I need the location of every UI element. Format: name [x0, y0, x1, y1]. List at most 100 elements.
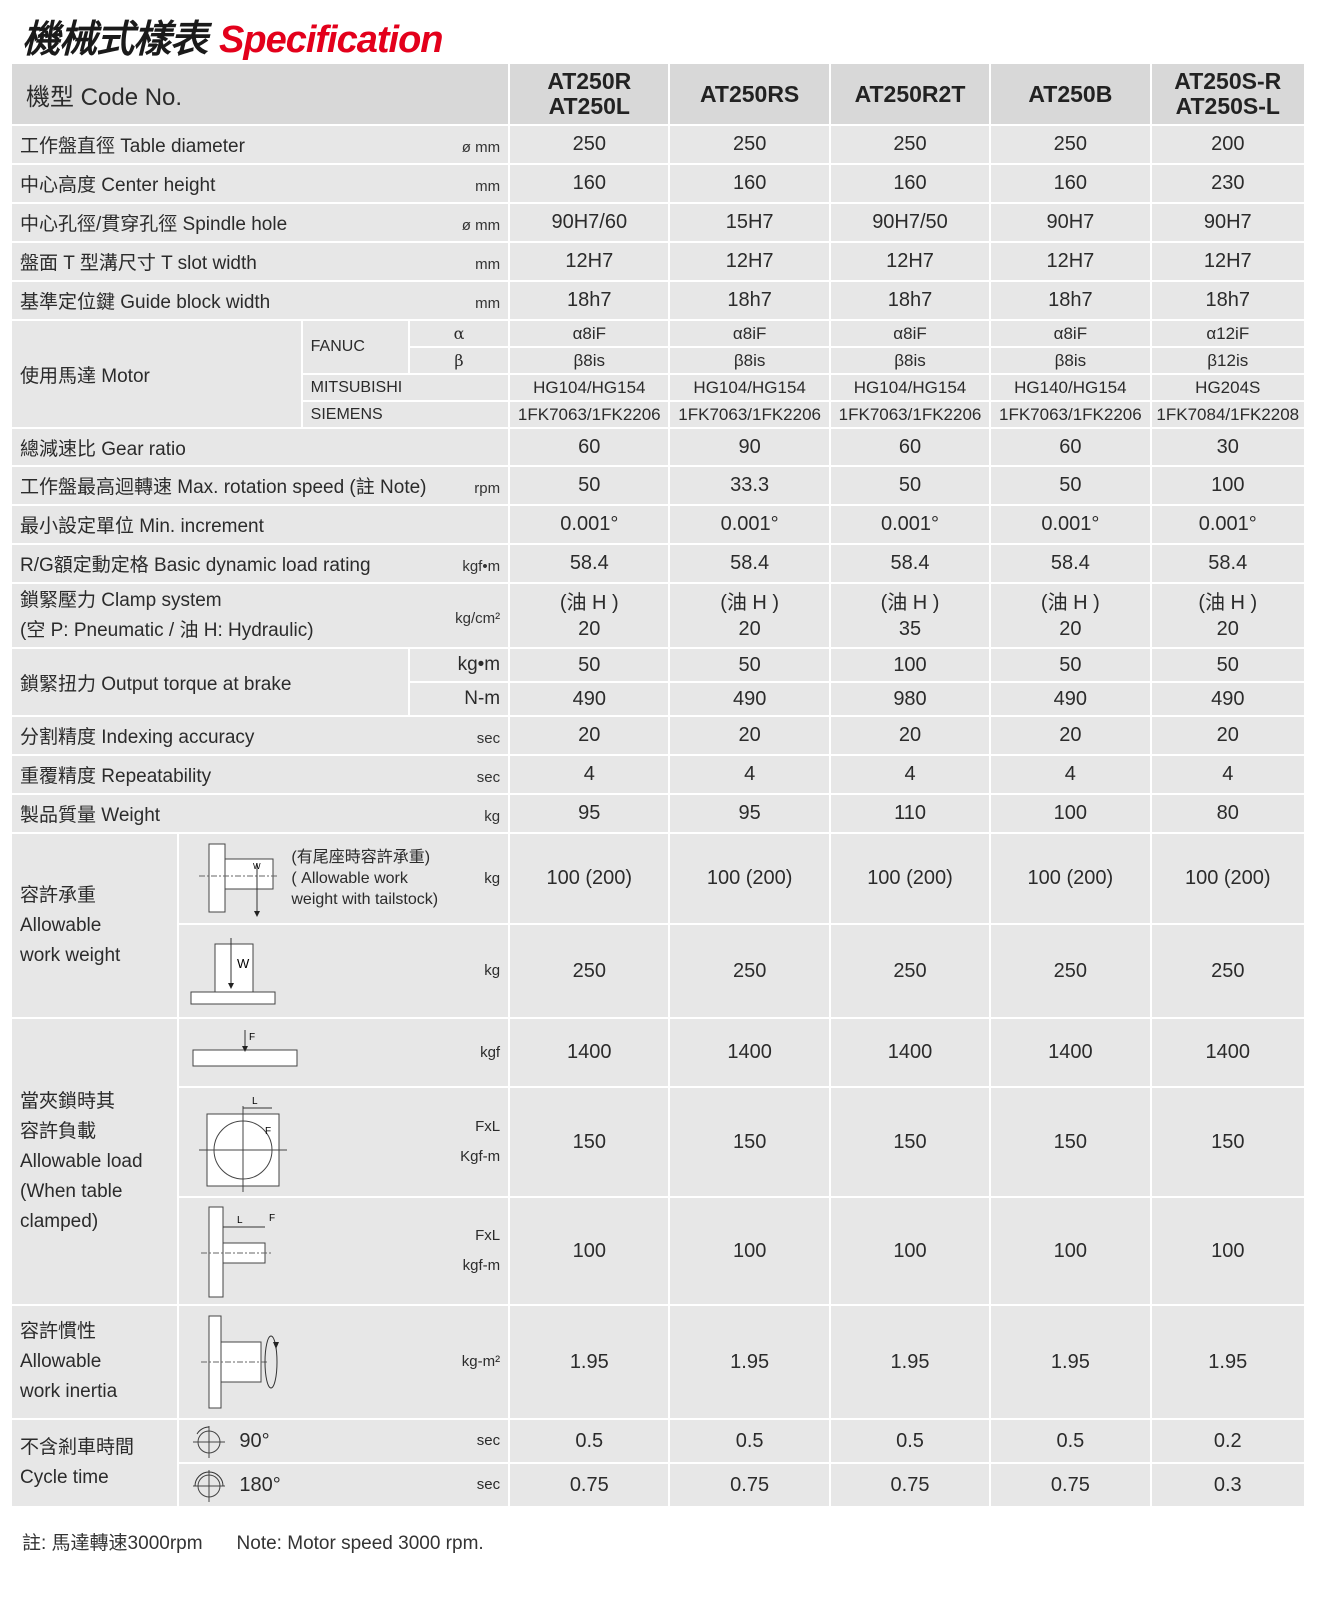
clamp-load-row-thrust: 當夾鎖時其 容許負載 Allowable load (When table cl… — [12, 1019, 1304, 1304]
moment-unit: FxL kgf-m — [462, 1227, 501, 1274]
value-cell-model-2: (油 H ) 20 — [670, 584, 829, 647]
value-cell-model-2: 250 — [670, 925, 829, 1017]
value-cell-model-3: 100 (200) — [830, 834, 990, 923]
spec-unit: kgf•m — [462, 558, 501, 575]
mitsubishi-label: MITSUBISHI — [302, 375, 509, 400]
value-cell-model-1: 100 — [510, 1198, 669, 1304]
spec-unit: ø mm — [461, 139, 501, 156]
value-cell-model-5: α12iF — [1151, 321, 1304, 346]
value-cell-model-2: 12H7 — [670, 243, 829, 280]
work-weight-row-tailstock: 容許承重 Allowable work weight W (有尾座時容許承重) … — [12, 834, 1304, 1017]
spec-label-cell: 工作盤直徑 Table diameter ø mm — [12, 126, 509, 163]
thrust-diagram-cell: F kgf — [179, 1019, 509, 1086]
inertia-diagram-cell: kg-m² — [179, 1306, 509, 1418]
value-cell-model-5: 100 — [1151, 467, 1304, 504]
value-cell-model-4: HG140/HG154 — [991, 375, 1150, 400]
value-cell-model-1: 50 — [510, 467, 669, 504]
value-cell-model-1: β8is — [510, 348, 669, 373]
spec-row-load-rating: R/G額定動定格 Basic dynamic load rating kgf•m 5… — [12, 545, 1304, 582]
tangential-load-diagram-icon: L F — [199, 1096, 288, 1192]
value-cell-model-4: 250 — [991, 925, 1150, 1017]
value-cell-model-1: 4 — [510, 756, 669, 793]
spec-row-indexing: 分割精度 Indexing accuracy sec 20 20 20 20 20 — [12, 717, 1304, 754]
value-cell-model-1: 490 — [510, 683, 669, 715]
cycle-180-cell: 180° sec — [179, 1464, 509, 1506]
value-cell-model-3: HG104/HG154 — [830, 375, 990, 400]
tailstock-note: (有尾座時容許承重) ( Allowable work weight with … — [291, 849, 439, 908]
value-cell-model-2: 1.95 — [670, 1306, 829, 1418]
rotate-180-icon — [193, 1470, 226, 1502]
value-cell-model-1: 12H7 — [510, 243, 669, 280]
torque-unit-kgm: kg•m — [409, 649, 509, 681]
value-cell-model-5: 80 — [1151, 795, 1304, 832]
rotate-90-icon — [193, 1426, 226, 1458]
value-cell-model-2: 20 — [670, 717, 829, 754]
value-cell-model-3: 4 — [830, 756, 990, 793]
value-cell-model-4: 90H7 — [991, 204, 1150, 241]
spec-label: 盤面 T 型溝尺寸 T slot width — [20, 253, 257, 274]
cycle-time-label: 不含剎車時間 Cycle time — [12, 1420, 178, 1506]
value-cell-model-5: (油 H ) 20 — [1151, 584, 1304, 647]
value-cell-model-5: β12is — [1151, 348, 1304, 373]
value-cell-model-2: 1FK7063/1FK2206 — [670, 402, 829, 427]
value-cell-model-5: 1400 — [1151, 1019, 1304, 1086]
motor-row-mitsubishi: MITSUBISHI HG104/HG154 HG104/HG154 HG104/H… — [12, 375, 1304, 400]
value-cell-model-5: 150 — [1151, 1088, 1304, 1196]
tangential-unit: FxL Kgf-m — [460, 1118, 501, 1165]
value-cell-model-5: 0.2 — [1151, 1420, 1304, 1462]
value-cell-model-4: 58.4 — [991, 545, 1150, 582]
value-cell-model-3: α8iF — [830, 321, 990, 346]
spec-unit: sec — [476, 769, 501, 786]
spec-unit: rpm — [474, 480, 501, 497]
clamp-load-row-moment: L F FxL kgf-m 100 100 100 100 100 — [12, 1198, 1304, 1304]
force-symbol: F — [269, 1213, 275, 1224]
work-weight-row-vertical: W kg 250 250 250 250 250 — [12, 925, 1304, 1017]
value-cell-model-5: 0.001° — [1151, 506, 1304, 543]
value-cell-model-1: 18h7 — [510, 282, 669, 319]
model-header-5: AT250S-R AT250S-L — [1151, 64, 1304, 124]
value-cell-model-1: 20 — [510, 717, 669, 754]
vertical-diagram-cell: W kg — [179, 925, 509, 1017]
inertia-diagram-icon — [201, 1315, 280, 1409]
value-cell-model-1: 58.4 — [510, 545, 669, 582]
force-symbol: F — [249, 1032, 255, 1043]
spec-label-cell: R/G額定動定格 Basic dynamic load rating kgf•m — [12, 545, 509, 582]
beta-label: β — [409, 348, 509, 373]
value-cell-model-4: 160 — [991, 165, 1150, 202]
value-cell-model-3: 18h7 — [830, 282, 990, 319]
spec-row-table-diameter: 工作盤直徑 Table diameter ø mm 250 250 250 250 200 — [12, 126, 1304, 163]
motor-row-beta: β β8is β8is β8is β8is β12is — [12, 348, 1304, 373]
spec-row-spindle-hole: 中心孔徑/貫穿孔徑 Spindle hole ø mm 90H7/60 15H7 90H… — [12, 204, 1304, 241]
value-cell-model-4: 250 — [991, 126, 1150, 163]
spec-row-clamp: 鎖緊壓力 Clamp system (空 P: Pneumatic / 油 H:… — [12, 584, 1304, 647]
moment-diagram-cell: L F FxL kgf-m — [179, 1198, 509, 1304]
value-cell-model-3: 980 — [830, 683, 990, 715]
value-cell-model-3: 250 — [830, 126, 990, 163]
value-cell-model-1: 100 (200) — [510, 834, 669, 923]
spec-unit: mm — [475, 256, 501, 273]
value-cell-model-2: 250 — [670, 126, 829, 163]
angle-90: 90° — [239, 1429, 270, 1452]
spec-label: R/G額定動定格 Basic dynamic load rating — [20, 555, 371, 576]
value-cell-model-2: 95 — [670, 795, 829, 832]
value-cell-model-5: 18h7 — [1151, 282, 1304, 319]
cycle-unit-180: sec — [476, 1476, 501, 1493]
motor-label: 使用馬達 Motor — [12, 321, 301, 427]
spec-label: 分割精度 Indexing accuracy — [20, 727, 255, 748]
spec-label-cell: 工作盤最高迴轉速 Max. rotation speed (註 Note) rpm — [12, 467, 509, 504]
value-cell-model-5: 20 — [1151, 717, 1304, 754]
spec-label-cell: 重覆精度 Repeatability sec — [12, 756, 509, 793]
title-en: Specification — [219, 19, 443, 61]
length-symbol: L — [237, 1215, 243, 1226]
value-cell-model-3: (油 H ) 35 — [830, 584, 990, 647]
spec-unit: sec — [476, 730, 501, 747]
model-header-3: AT250R2T — [830, 64, 990, 124]
inertia-unit: kg-m² — [461, 1353, 501, 1370]
cycle-90-cell: 90° sec — [179, 1420, 509, 1462]
clamp-load-row-tangential: L F FxL Kgf-m 150 150 150 150 150 — [12, 1088, 1304, 1196]
value-cell-model-4: 1FK7063/1FK2206 — [991, 402, 1150, 427]
spec-row-max-speed: 工作盤最高迴轉速 Max. rotation speed (註 Note) rpm… — [12, 467, 1304, 504]
length-symbol: L — [252, 1096, 258, 1107]
motor-row-alpha: 使用馬達 Motor FANUC α α8iF α8iF α8iF α8iF α12iF — [12, 321, 1304, 427]
value-cell-model-1: 250 — [510, 925, 669, 1017]
